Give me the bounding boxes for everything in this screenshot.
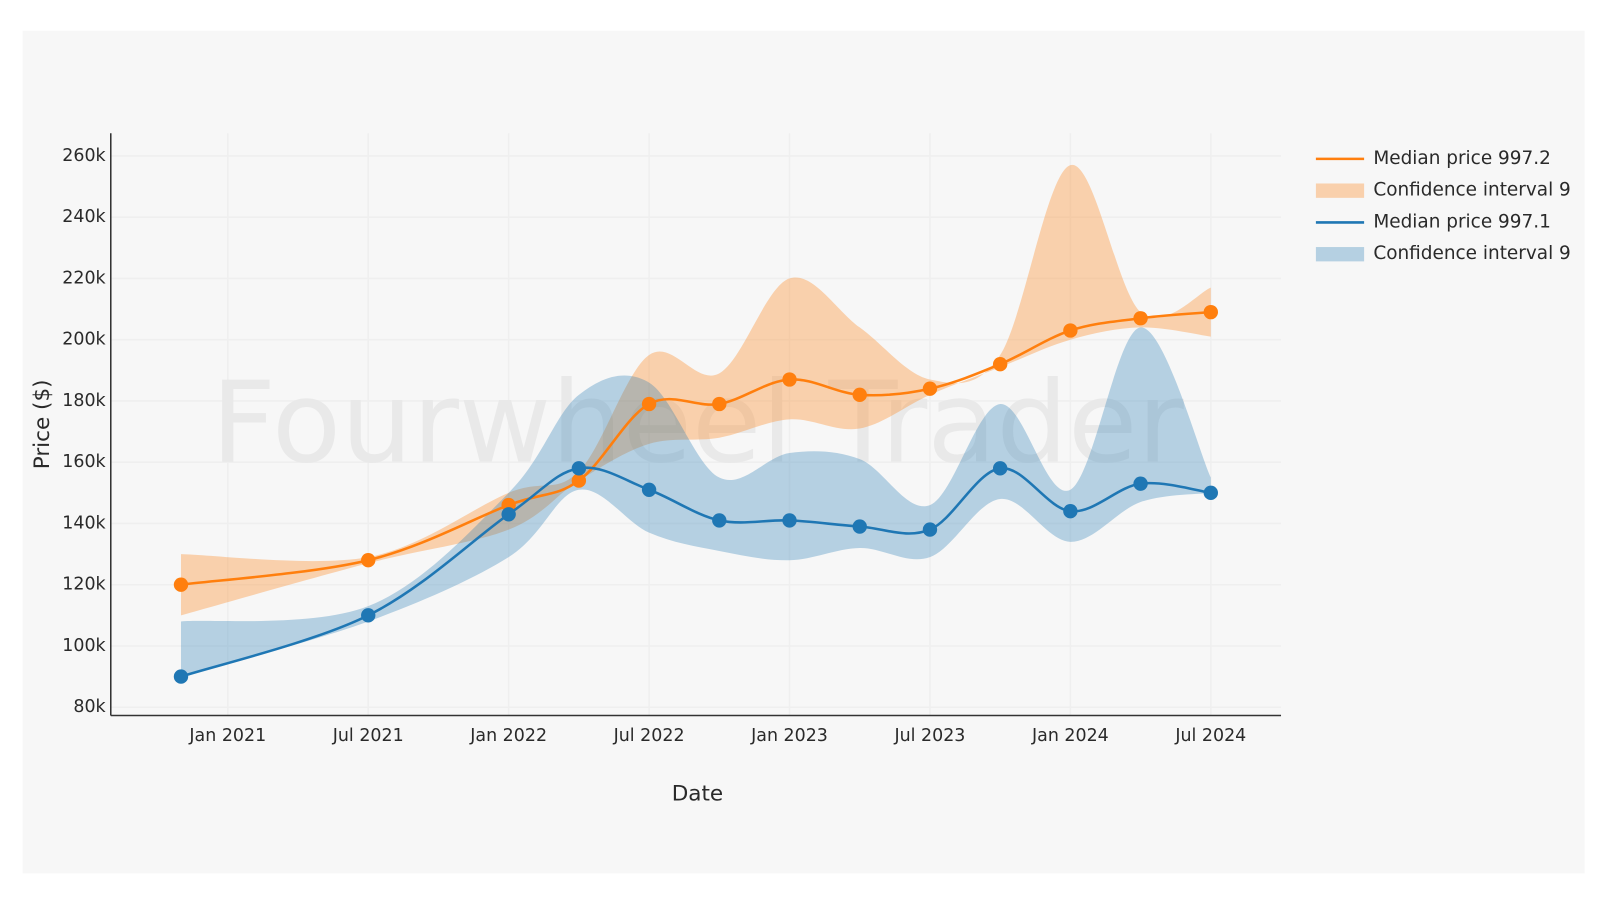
point-marker <box>1203 304 1218 320</box>
x-tick-label: Jul 2024 <box>1174 726 1246 746</box>
confidence-band <box>180 327 1211 677</box>
plot-area <box>173 164 1218 684</box>
point-marker <box>571 461 587 476</box>
point-marker <box>361 608 376 623</box>
point-marker <box>852 519 867 534</box>
y-tick-label: 260k <box>62 146 106 166</box>
x-axis-title: Date <box>672 781 723 806</box>
point-marker <box>1203 485 1218 501</box>
y-tick-label: 80k <box>73 697 106 717</box>
point-marker <box>782 513 797 528</box>
y-tick-label: 160k <box>62 452 106 472</box>
point-marker <box>1133 476 1148 491</box>
legend-label: Median price 997.2 <box>1373 148 1551 169</box>
x-tick-label: Jan 2022 <box>469 726 547 746</box>
y-tick-label: 220k <box>62 268 106 288</box>
chart-background <box>22 30 1585 874</box>
x-tick-label: Jan 2024 <box>1031 726 1109 746</box>
legend-swatch <box>1315 247 1365 262</box>
point-marker <box>1133 311 1148 326</box>
point-marker <box>712 396 727 412</box>
y-tick-label: 140k <box>62 513 106 533</box>
y-tick-label: 240k <box>62 207 106 227</box>
y-tick-label: 180k <box>62 391 106 411</box>
point-marker <box>571 473 587 488</box>
point-marker <box>641 396 657 412</box>
legend-label: Confidence interval 9 <box>1373 243 1570 264</box>
point-marker <box>712 513 727 528</box>
point-marker <box>501 507 516 522</box>
watermark: Fourwheel Trader <box>211 356 1184 488</box>
confidence-band <box>180 164 1211 616</box>
point-marker <box>173 577 189 592</box>
point-marker <box>1063 504 1078 519</box>
legend-label: Confidence interval 9 <box>1373 180 1570 201</box>
x-tick-label: Jul 2022 <box>613 726 685 746</box>
x-tick-label: Jan 2021 <box>188 726 266 746</box>
legend-swatch <box>1315 183 1365 198</box>
y-tick-label: 200k <box>62 330 106 350</box>
point-marker <box>852 387 867 402</box>
y-tick-label: 120k <box>62 575 106 595</box>
x-tick-label: Jan 2023 <box>750 726 828 746</box>
point-marker <box>992 357 1008 372</box>
point-marker <box>992 461 1008 476</box>
legend: Median price 997.2 Confidence interval 9 M… <box>1315 148 1571 264</box>
point-marker <box>922 381 938 396</box>
point-marker <box>782 372 797 387</box>
x-tick-label: Jul 2023 <box>893 726 965 746</box>
point-marker <box>361 553 376 568</box>
y-tick-label: 100k <box>62 636 106 656</box>
point-marker <box>1063 323 1078 338</box>
axes: 80k 100k 120k 140k 160k 180k 200k 220k 240k 260k J… <box>62 146 1246 746</box>
grid <box>110 133 1282 716</box>
point-marker <box>641 482 657 497</box>
x-tick-label: Jul 2021 <box>332 726 404 746</box>
legend-label: Median price 997.1 <box>1373 211 1551 232</box>
point-marker <box>922 522 938 537</box>
y-axis-title: Price ($) <box>30 379 55 469</box>
point-marker <box>173 669 189 684</box>
